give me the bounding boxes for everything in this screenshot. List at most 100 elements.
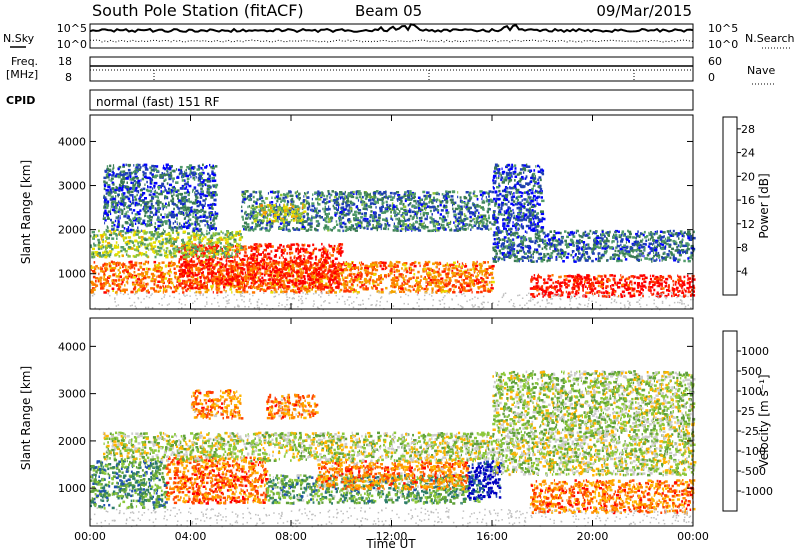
power-cell	[312, 244, 314, 247]
power-cell	[307, 257, 308, 260]
power-cell	[460, 284, 462, 287]
power-cell	[336, 251, 338, 254]
power-cell	[217, 289, 218, 292]
power-cell	[264, 249, 268, 252]
power-cell	[324, 228, 325, 231]
power-cell	[140, 286, 143, 289]
power-cell	[160, 176, 163, 179]
power-cell	[244, 251, 246, 254]
power-cell	[321, 252, 322, 255]
power-cell	[161, 276, 164, 279]
power-cell	[215, 194, 218, 197]
power-cell	[107, 201, 109, 204]
power-cell	[253, 191, 256, 194]
power-cell	[359, 262, 360, 265]
power-cell	[156, 270, 159, 273]
power-cell	[232, 282, 233, 285]
power-cell	[133, 186, 135, 189]
power-cell	[139, 262, 142, 265]
noise-tick-top-right: 10^5	[708, 22, 738, 35]
power-cell	[275, 278, 278, 281]
power-cell	[186, 290, 188, 293]
power-cell	[100, 287, 104, 290]
power-cell	[213, 174, 216, 177]
power-cell	[328, 213, 330, 216]
power-cell	[180, 202, 183, 205]
power-cell	[252, 291, 255, 294]
power-cell	[209, 243, 211, 246]
nsearch-label: N.Search	[745, 32, 795, 45]
power-cell	[286, 252, 288, 255]
power-cell	[200, 180, 201, 183]
power-cell	[446, 273, 449, 276]
power-cell	[147, 245, 149, 248]
power-cell	[127, 255, 130, 258]
power-cell	[238, 279, 240, 282]
power-cell	[124, 213, 127, 216]
power-cell	[458, 274, 461, 277]
power-cell	[162, 208, 164, 211]
power-cell	[195, 199, 198, 202]
power-cell	[192, 212, 194, 215]
power-cell	[114, 211, 115, 214]
power-cell	[157, 204, 160, 207]
power-cell	[245, 248, 248, 251]
power-cell	[130, 201, 132, 204]
power-cell	[103, 177, 106, 180]
power-cell	[420, 265, 421, 268]
power-cell	[203, 234, 204, 237]
power-cell	[155, 212, 157, 215]
power-cell	[227, 244, 230, 247]
power-cell	[337, 285, 340, 288]
power-cell	[106, 206, 108, 209]
power-cell	[405, 275, 407, 278]
power-cell	[417, 286, 420, 289]
power-cell	[372, 280, 374, 283]
power-cell	[437, 263, 440, 266]
power-cell	[324, 269, 326, 272]
power-cell	[115, 291, 118, 294]
power-cell	[227, 234, 228, 237]
power-cell	[147, 276, 148, 279]
power-cell	[289, 279, 291, 282]
power-cell	[181, 176, 183, 179]
power-cell	[186, 191, 187, 194]
power-cell	[167, 220, 168, 223]
nave-tick-top: 60	[708, 55, 722, 68]
power-cell	[306, 259, 309, 262]
power-cell	[121, 193, 123, 196]
power-cell	[432, 263, 435, 266]
power-cell	[185, 284, 188, 287]
power-cell	[272, 268, 275, 271]
power-cell	[301, 248, 303, 251]
power-cell	[118, 264, 120, 267]
power-cell	[242, 218, 244, 221]
power-cell	[144, 243, 146, 246]
power-cell	[237, 264, 239, 267]
power-cell	[395, 276, 397, 279]
power-cell	[345, 191, 346, 194]
power-cell	[105, 236, 108, 239]
power-cell	[159, 247, 162, 250]
power-cell	[381, 288, 384, 291]
power-cell	[227, 281, 230, 284]
power-cell	[184, 202, 186, 205]
power-cell	[116, 217, 117, 220]
power-cell	[102, 252, 105, 255]
power-cell	[173, 262, 176, 265]
power-cell	[297, 244, 299, 247]
power-cell	[483, 289, 486, 292]
power-cell	[411, 286, 413, 289]
power-cell	[195, 274, 198, 277]
power-cell	[292, 275, 294, 278]
power-cell	[146, 268, 148, 271]
power-cell	[440, 281, 443, 284]
power-cell	[187, 236, 190, 239]
power-cell	[480, 291, 483, 294]
power-cell	[253, 277, 255, 280]
power-cell	[464, 205, 465, 208]
power-cell	[334, 282, 336, 285]
power-cell	[206, 230, 207, 233]
power-cell	[138, 221, 139, 224]
power-cell	[175, 277, 176, 280]
